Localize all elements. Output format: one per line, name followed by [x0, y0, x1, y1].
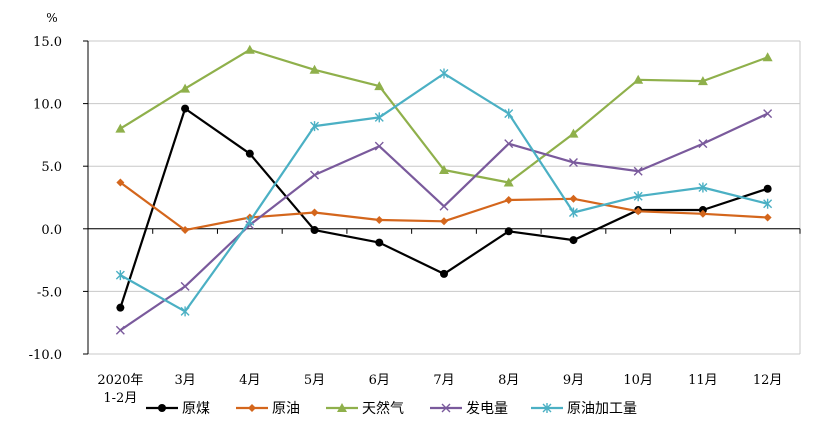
data-point: [698, 182, 708, 193]
data-point: [310, 226, 319, 235]
x-tick-label: 1-2月: [103, 391, 137, 406]
legend-marker: [337, 403, 347, 412]
data-point: [568, 157, 578, 167]
legend-marker: [441, 403, 451, 413]
x-tick-label: 12月: [753, 373, 783, 388]
data-point: [374, 112, 384, 123]
data-point: [440, 217, 448, 226]
axes: [87, 41, 801, 354]
data-point: [439, 164, 449, 174]
data-point: [375, 238, 384, 247]
x-tick-label: 7月: [433, 373, 454, 388]
legend-item: 原油: [236, 401, 300, 417]
data-point: [697, 76, 708, 86]
x-tick-label: 3月: [174, 373, 195, 388]
legend-item: 原油加工量: [531, 401, 637, 417]
data-point: [440, 269, 448, 278]
data-point: [569, 194, 578, 203]
y-tick-label: 0.0: [41, 223, 62, 238]
y-tick-label: -10.0: [29, 348, 62, 363]
data-point: [115, 325, 125, 335]
data-point: [698, 139, 708, 149]
x-tick-label: 9月: [563, 373, 584, 388]
legend-label: 原油加工量: [567, 401, 637, 417]
data-point: [374, 141, 384, 151]
x-tick-label: 5月: [304, 373, 325, 388]
data-point: [503, 177, 514, 187]
data-point: [115, 270, 125, 281]
legend-label: 原油: [272, 401, 300, 417]
data-point: [245, 149, 254, 158]
y-axis-ticks: 15.0 10.0 5.0 0.0 -5.0 -10.0: [29, 35, 88, 363]
legend-item: 原煤: [146, 401, 210, 417]
data-point: [633, 166, 643, 176]
data-point: [633, 74, 644, 84]
series-5: [115, 68, 773, 317]
legend-item: 天然气: [326, 400, 404, 417]
data-point: [763, 198, 773, 209]
y-axis-unit-label: %: [46, 11, 57, 25]
series-group: [115, 44, 773, 335]
data-point: [763, 213, 772, 222]
data-point: [504, 196, 513, 205]
data-point: [244, 44, 255, 54]
data-point: [569, 236, 578, 245]
data-point: [568, 128, 579, 138]
data-point: [310, 170, 320, 180]
data-point: [115, 123, 126, 133]
series-2: [116, 178, 772, 235]
data-point: [180, 281, 190, 291]
data-point: [698, 209, 707, 218]
y-tick-label: 10.0: [33, 98, 62, 113]
data-point: [504, 108, 514, 119]
x-tick-label: 8月: [498, 373, 519, 388]
data-point: [180, 306, 190, 317]
data-point: [245, 216, 255, 227]
y-tick-label: 15.0: [33, 35, 62, 50]
legend-label: 天然气: [362, 400, 404, 417]
data-point: [181, 226, 190, 235]
data-point: [633, 191, 643, 202]
data-point: [310, 208, 319, 217]
legend-item: 发电量: [430, 401, 508, 417]
series-1: [116, 104, 772, 312]
data-point: [439, 68, 449, 79]
data-point: [374, 81, 385, 91]
series-3: [115, 44, 773, 187]
legend: 原煤 原油 天然气 发电量 原油加工量: [146, 400, 637, 417]
data-point: [439, 201, 449, 211]
legend-label: 发电量: [466, 401, 508, 417]
y-tick-label: 5.0: [41, 160, 62, 175]
x-tick-label: 2020年: [97, 373, 143, 388]
data-point: [763, 109, 773, 119]
data-point: [504, 139, 514, 149]
legend-marker: [542, 403, 552, 413]
y-tick-label: -5.0: [37, 285, 62, 300]
x-tick-label: 10月: [623, 373, 653, 388]
x-axis-ticks: 2020年 1-2月 3月 4月 5月 6月 7月 8月 9月 10月 11月 12月: [97, 373, 782, 406]
x-tick-label: 4月: [239, 373, 260, 388]
data-point: [116, 178, 125, 187]
legend-label: 原煤: [182, 401, 210, 417]
data-point: [504, 227, 513, 236]
data-point: [762, 52, 773, 62]
data-point: [634, 207, 643, 216]
data-point: [568, 207, 578, 218]
legend-marker: [248, 404, 256, 412]
data-point: [181, 104, 190, 113]
data-point: [116, 303, 125, 312]
data-point: [309, 64, 320, 74]
data-point: [375, 216, 384, 225]
data-point: [180, 83, 191, 93]
x-tick-label: 11月: [688, 373, 718, 388]
gridlines: [88, 40, 800, 355]
legend-marker: [158, 404, 166, 412]
x-tick-label: 6月: [369, 373, 390, 388]
data-point: [763, 184, 772, 193]
data-point: [310, 121, 320, 132]
